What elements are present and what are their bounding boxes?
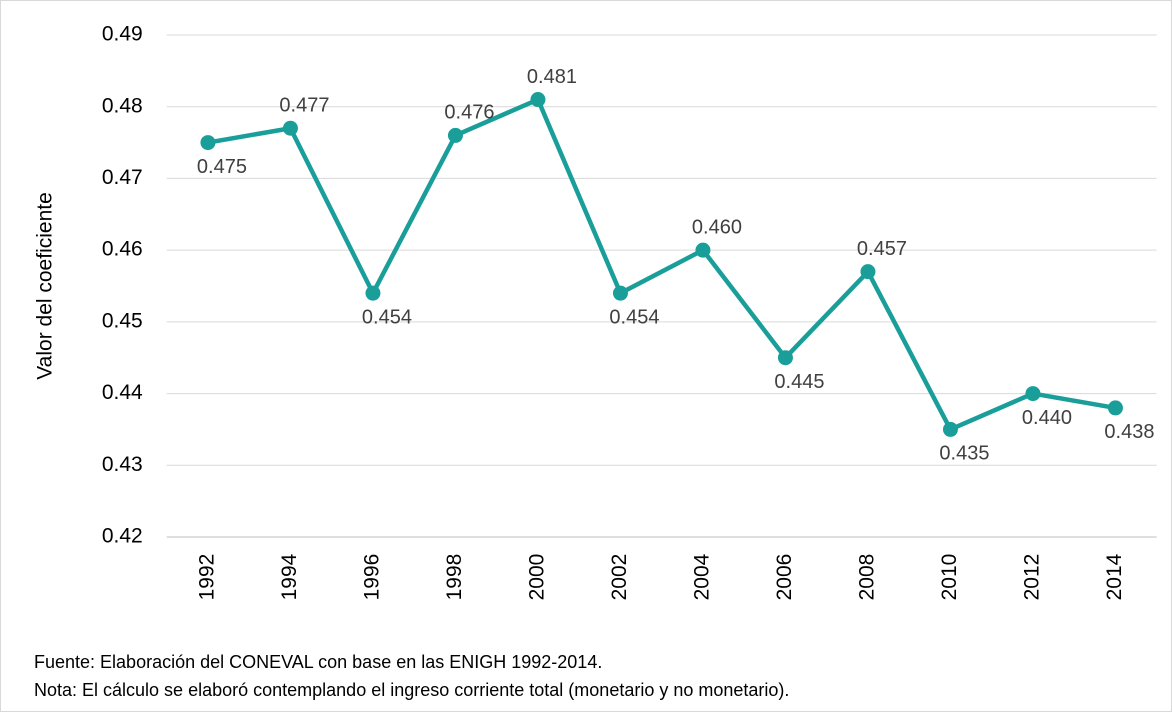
source-note: Fuente: Elaboración del CONEVAL con base…	[34, 652, 602, 672]
data-point	[860, 264, 876, 280]
y-axis-label: Valor del coeficiente	[34, 192, 57, 380]
x-tick-label: 2004	[690, 553, 713, 600]
x-tick-label: 2008	[855, 554, 878, 601]
data-label: 0.435	[939, 443, 989, 465]
data-label: 0.454	[609, 306, 659, 328]
footnote: Nota: El cálculo se elaboró contemplando…	[34, 680, 789, 700]
x-tick-label: 1996	[360, 554, 383, 601]
x-tick-label: 2014	[1103, 553, 1126, 600]
data-point	[447, 127, 463, 143]
data-point	[282, 120, 298, 136]
series-line	[207, 97, 1116, 432]
data-label: 0.460	[692, 216, 742, 238]
data-label: 0.440	[1022, 407, 1072, 429]
y-tick-label: 0.44	[102, 381, 143, 404]
y-tick-label: 0.49	[102, 23, 143, 46]
data-point	[695, 242, 711, 258]
data-point	[1107, 400, 1123, 416]
data-label: 0.476	[444, 102, 494, 124]
data-label: 0.475	[197, 156, 247, 178]
data-point	[777, 350, 793, 366]
data-label: 0.445	[774, 371, 824, 393]
data-point	[365, 285, 381, 301]
data-label: 0.438	[1104, 421, 1154, 443]
y-tick-label: 0.43	[102, 453, 143, 476]
data-point	[612, 285, 628, 301]
x-tick-label: 2002	[608, 554, 631, 601]
x-tick-label: 2012	[1020, 554, 1043, 601]
data-label: 0.454	[362, 306, 412, 328]
y-tick-label: 0.46	[102, 238, 143, 261]
data-label: 0.477	[279, 95, 329, 117]
data-point	[1025, 386, 1041, 402]
data-label: 0.481	[527, 66, 577, 88]
x-tick-label: 1992	[195, 554, 218, 601]
data-point	[530, 92, 546, 108]
y-tick-label: 0.48	[102, 94, 143, 117]
x-tick-label: 2006	[773, 554, 796, 601]
y-tick-label: 0.42	[102, 525, 143, 548]
y-tick-label: 0.45	[102, 309, 143, 332]
y-tick-label: 0.47	[102, 166, 143, 189]
data-label: 0.457	[857, 238, 907, 260]
data-point	[942, 421, 958, 437]
x-tick-label: 2000	[525, 554, 548, 601]
x-tick-label: 1994	[278, 553, 301, 600]
x-tick-label: 2010	[938, 554, 961, 601]
x-tick-label: 1998	[443, 554, 466, 601]
data-point	[200, 135, 216, 151]
